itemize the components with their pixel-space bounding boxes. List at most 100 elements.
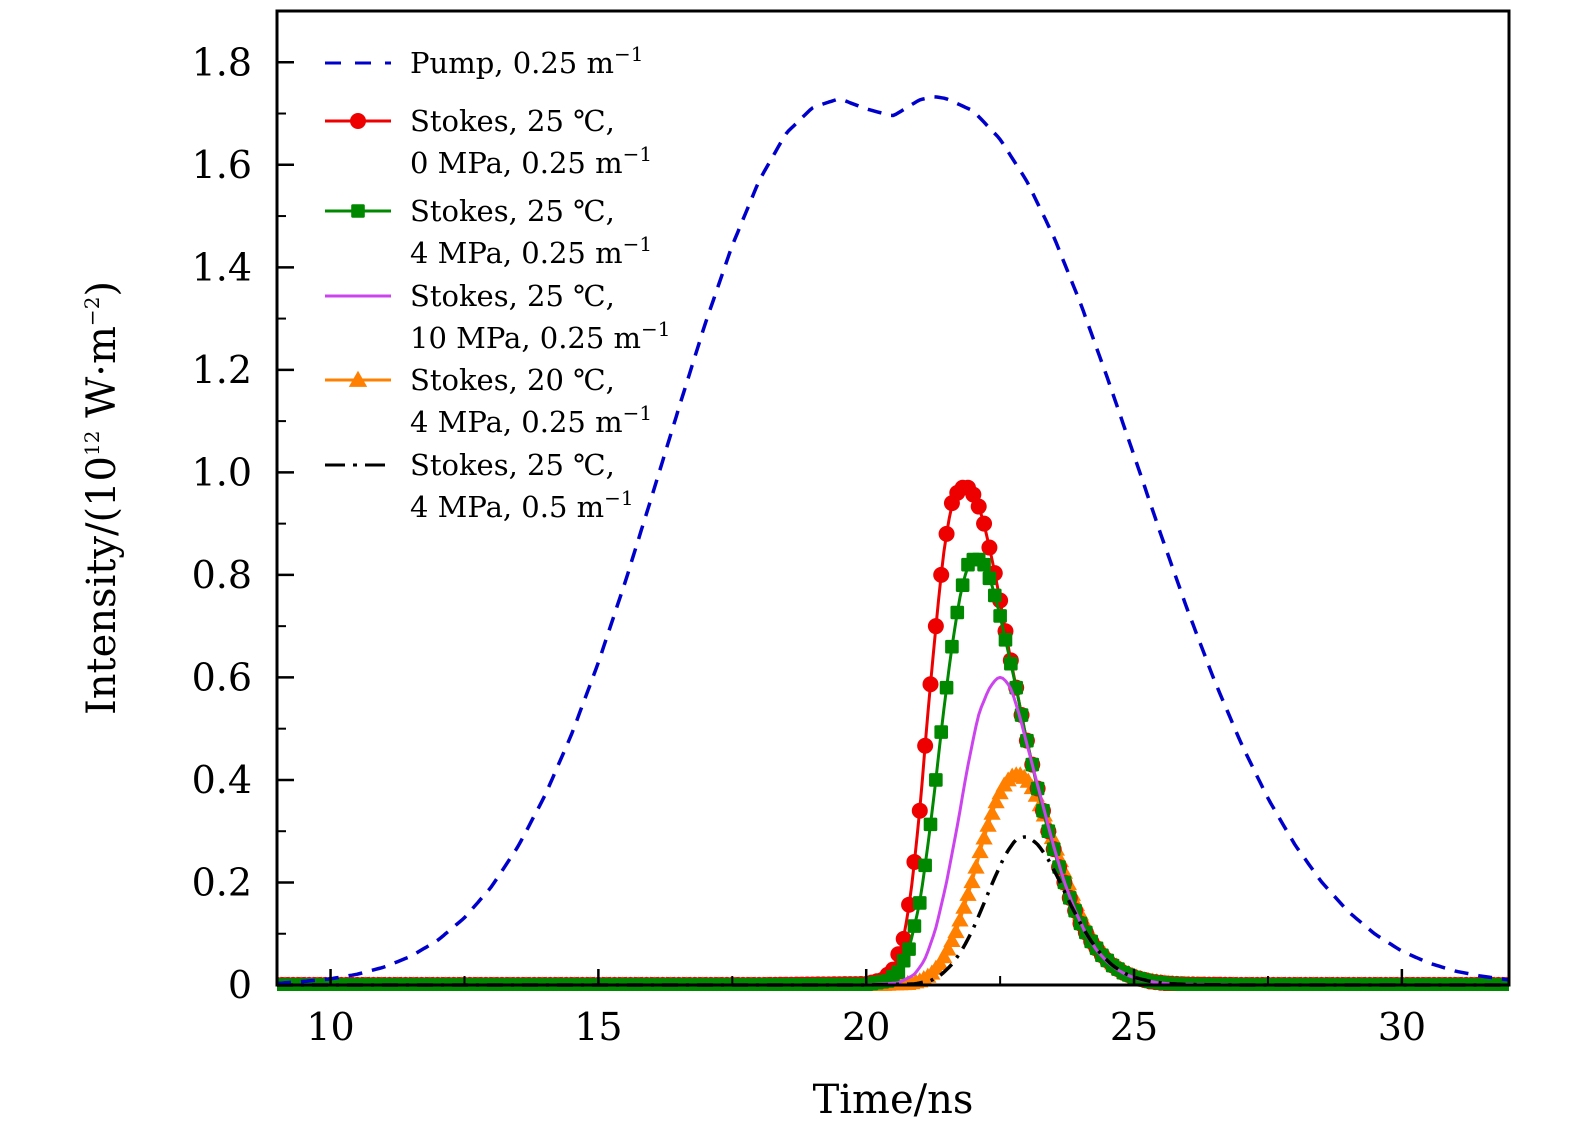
legend-marker: [348, 370, 368, 387]
data-point: [947, 922, 965, 939]
data-point: [923, 817, 938, 832]
series-markers: [277, 479, 1509, 991]
legend-label-text: Pump, 0.25 m: [410, 46, 614, 80]
y-axis-title: Intensity/(1012 W·m−2): [79, 281, 125, 715]
legend-label: 0 MPa, 0.25 m−1: [410, 142, 652, 180]
series-1: [277, 479, 1509, 991]
legend-label-text: 4 MPa, 0.25 m: [410, 405, 623, 439]
data-point: [987, 793, 1005, 809]
legend-marker: [351, 204, 365, 218]
data-point: [896, 953, 911, 968]
data-point: [979, 816, 997, 832]
legend-label-sup: −1: [623, 232, 652, 256]
x-tick-label: 30: [1378, 1005, 1426, 1049]
data-point: [955, 578, 970, 592]
data-point: [902, 942, 916, 956]
y-tick-label: 1.8: [192, 40, 252, 84]
legend-item: Stokes, 20 ℃, 4 MPa, 0.25 m−1: [325, 363, 652, 439]
data-point: [975, 829, 993, 845]
data-point: [917, 737, 934, 754]
data-point: [1004, 656, 1018, 671]
x-tick-label: 25: [1110, 1005, 1158, 1049]
data-point: [935, 948, 953, 964]
data-point: [907, 919, 922, 933]
data-point: [929, 773, 943, 787]
legend-label-text: 0 MPa, 0.25 m: [410, 146, 623, 180]
data-point: [918, 858, 932, 873]
y-tick-label: 0.2: [192, 860, 252, 904]
data-point: [951, 911, 969, 927]
legend-item: Stokes, 25 ℃, 4 MPa, 0.25 m−1: [325, 194, 652, 270]
y-tick-label: 0.4: [192, 758, 252, 802]
data-point: [945, 639, 959, 654]
y-axis-title-unit: W·m: [79, 326, 125, 430]
data-point: [971, 843, 989, 859]
data-point: [982, 571, 997, 586]
legend-label: Stokes, 25 ℃,: [410, 448, 615, 482]
data-point: [939, 940, 957, 956]
data-point: [993, 609, 1007, 623]
data-point: [922, 676, 939, 693]
data-point: [983, 804, 1001, 820]
ticks-layer: 10 15 20 25 30 0 0.2 0.4 0.6 0.8 1.0 1.2 1.4 1.6 1.8: [192, 40, 1426, 1049]
data-point: [963, 872, 981, 889]
series-line: [277, 486, 1509, 987]
y-tick-label: 1.6: [192, 143, 252, 187]
legend-label: 4 MPa, 0.25 m−1: [410, 232, 652, 270]
data-point: [950, 605, 965, 620]
legend-label-sup: −1: [641, 317, 670, 341]
data-point: [987, 588, 1002, 603]
legend-label: Stokes, 25 ℃,: [410, 104, 615, 138]
legend-label: Pump, 0.25 m−1: [410, 42, 643, 80]
data-point: [933, 566, 950, 583]
legend-label: 10 MPa, 0.25 m−1: [410, 317, 671, 355]
series-line: [277, 675, 1509, 987]
legend-label-sup: −1: [614, 42, 643, 66]
data-point: [891, 965, 906, 979]
data-point: [970, 498, 987, 515]
legend-label-text: Stokes, 25 ℃,: [410, 279, 615, 313]
series-line: [277, 95, 1509, 986]
legend-label-text: Stokes, 25 ℃,: [410, 194, 615, 228]
data-point: [912, 896, 927, 910]
legend-item: Pump, 0.25 m−1: [325, 42, 643, 80]
legend-item: Stokes, 25 ℃, 10 MPa, 0.25 m−1: [325, 279, 671, 355]
y-tick-label: 1.2: [192, 348, 252, 392]
data-point: [959, 885, 977, 901]
data-point: [967, 858, 985, 874]
y-tick-label: 0.6: [192, 655, 252, 699]
data-point: [938, 525, 955, 542]
data-point: [927, 618, 944, 635]
y-axis-title-unit-exp: −2: [80, 297, 104, 326]
data-point: [965, 486, 982, 503]
data-point: [911, 802, 928, 819]
series-layer: [277, 95, 1509, 991]
legend-item: Stokes, 25 ℃, 0 MPa, 0.25 m−1: [325, 104, 652, 180]
legend-label-text: Stokes, 20 ℃,: [410, 363, 615, 397]
x-tick-label: 20: [842, 1005, 890, 1049]
data-point: [934, 725, 949, 739]
legend-label-sup: −1: [604, 486, 633, 510]
y-tick-label: 0: [228, 963, 252, 1007]
data-point: [991, 784, 1009, 800]
data-point: [998, 633, 1013, 647]
x-tick-label: 10: [306, 1005, 354, 1049]
data-point: [943, 931, 961, 948]
legend-label: Stokes, 25 ℃,: [410, 194, 615, 228]
legend-marker: [350, 113, 366, 129]
y-axis-title-exp: 12: [80, 431, 104, 456]
series-3: [277, 675, 1509, 987]
y-axis-title-main: Intensity/(10: [79, 456, 125, 715]
legend-label-text: Stokes, 25 ℃,: [410, 104, 615, 138]
data-point: [976, 515, 993, 532]
y-tick-label: 0.8: [192, 553, 252, 597]
data-point: [955, 898, 973, 914]
x-tick-label: 15: [574, 1005, 622, 1049]
plot-frame: [275, 9, 1511, 987]
legend-label: Stokes, 20 ℃,: [410, 363, 615, 397]
y-tick-label: 1.4: [192, 245, 252, 289]
legend-label: 4 MPa, 0.25 m−1: [410, 401, 652, 439]
legend-label-text: 4 MPa, 0.25 m: [410, 236, 623, 270]
